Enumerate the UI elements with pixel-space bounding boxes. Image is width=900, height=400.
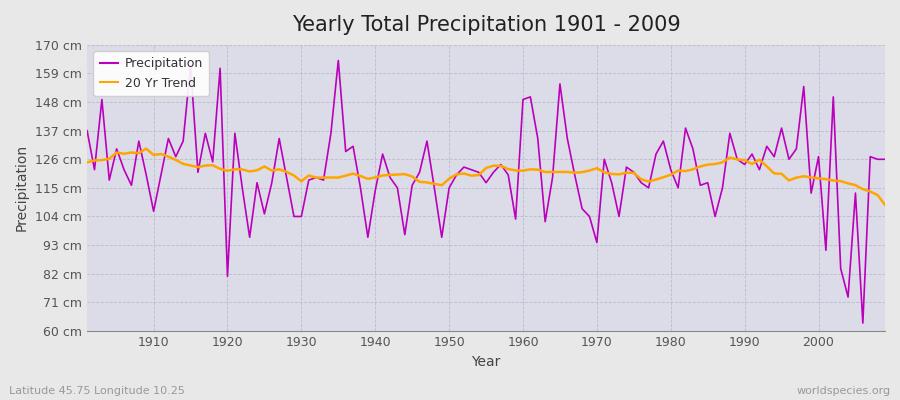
Title: Yearly Total Precipitation 1901 - 2009: Yearly Total Precipitation 1901 - 2009 bbox=[292, 15, 680, 35]
Text: worldspecies.org: worldspecies.org bbox=[796, 386, 891, 396]
Y-axis label: Precipitation: Precipitation bbox=[15, 144, 29, 232]
X-axis label: Year: Year bbox=[472, 355, 500, 369]
Text: Latitude 45.75 Longitude 10.25: Latitude 45.75 Longitude 10.25 bbox=[9, 386, 184, 396]
Legend: Precipitation, 20 Yr Trend: Precipitation, 20 Yr Trend bbox=[94, 51, 209, 96]
